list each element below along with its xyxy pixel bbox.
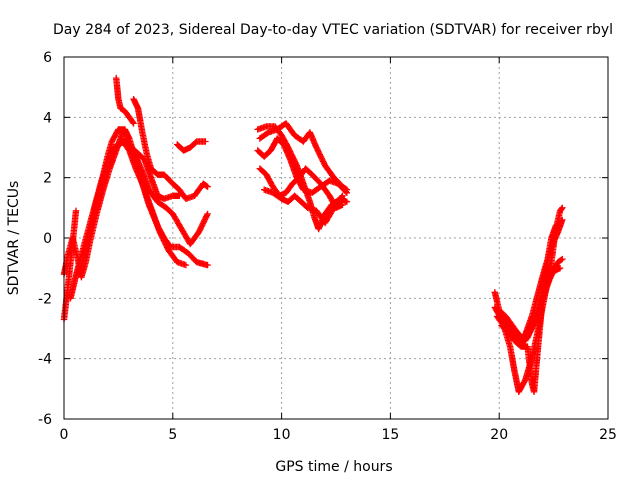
y-tick-label: 6 (43, 50, 52, 66)
y-tick-label: -4 (38, 352, 52, 368)
data-series-19 (496, 216, 566, 344)
series-markers (174, 138, 209, 154)
x-tick-label: 20 (490, 427, 508, 443)
data-series-8 (121, 135, 183, 202)
series-markers (261, 186, 346, 227)
y-tick-label: 4 (43, 110, 52, 126)
grid-lines (64, 57, 608, 419)
plot-frame (63, 56, 609, 420)
y-tick-label: 2 (43, 171, 52, 187)
data-series-14 (261, 186, 346, 227)
x-tick-label: 25 (599, 427, 617, 443)
x-tick-label: 10 (273, 427, 291, 443)
series-markers (496, 216, 566, 344)
data-series-12 (256, 165, 346, 211)
data-series-13 (256, 120, 351, 193)
x-axis-label: GPS time / hours (275, 459, 392, 475)
series-markers (113, 74, 137, 127)
data-series-5 (76, 138, 211, 278)
axis-ticks: 0 5 10 15 20 25 -6 -4 -2 0 2 4 6 (38, 50, 617, 443)
data-points (60, 74, 566, 395)
series-markers (130, 96, 211, 202)
data-series-11 (254, 135, 351, 196)
x-tick-label: 5 (168, 427, 177, 443)
data-series-6 (113, 74, 137, 127)
x-tick-label: 15 (381, 427, 399, 443)
data-series-9 (174, 138, 209, 154)
series-markers (254, 135, 351, 196)
series-markers (76, 138, 211, 278)
y-tick-label: -6 (38, 412, 52, 428)
series-markers (256, 120, 351, 193)
y-axis-label: SDTVAR / TECUs (6, 181, 22, 296)
x-tick-label: 0 (60, 427, 69, 443)
series-markers (121, 135, 183, 202)
data-series-7 (130, 96, 211, 202)
chart-title: Day 284 of 2023, Sidereal Day-to-day VTE… (53, 22, 613, 38)
y-tick-label: 0 (43, 231, 52, 247)
y-tick-label: -2 (38, 291, 52, 307)
series-markers (256, 165, 346, 211)
